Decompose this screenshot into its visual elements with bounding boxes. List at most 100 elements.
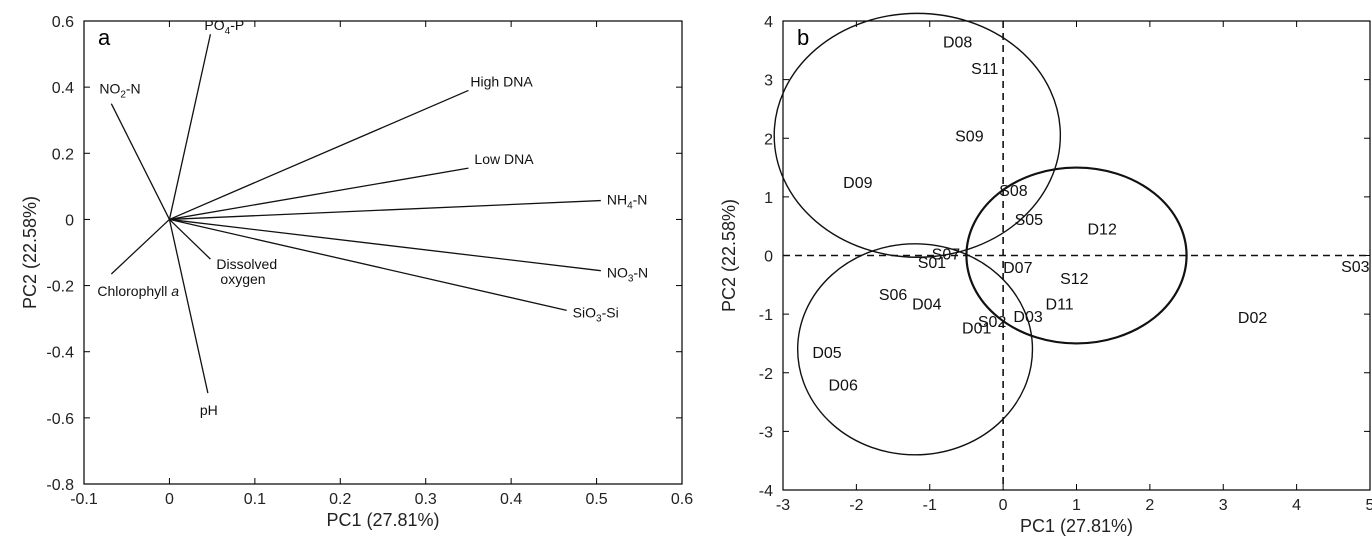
- vector-label: High DNA: [470, 73, 533, 89]
- vector-label-main: NO: [99, 81, 120, 97]
- vector-label-italic: a: [171, 283, 179, 299]
- loading-vector: [169, 167, 469, 221]
- vector-label: Low DNA: [474, 151, 534, 167]
- y-tick-label: -1: [759, 307, 773, 324]
- site-label: D12: [1088, 222, 1117, 239]
- y-tick-label: 0: [65, 212, 74, 229]
- vector-label-tail: -Si: [602, 304, 619, 320]
- vector-label: PO4-P: [204, 17, 244, 37]
- x-tick-label: -1: [923, 497, 937, 514]
- site-label: S02: [978, 314, 1007, 331]
- vector-label-tail: -N: [633, 192, 648, 208]
- site-label: S07: [932, 247, 961, 264]
- site-label: D06: [828, 377, 857, 394]
- loading-vector: [169, 218, 601, 272]
- x-tick-label: -2: [849, 497, 863, 514]
- plot-frame: [83, 20, 683, 485]
- site-label: D11: [1046, 297, 1074, 314]
- y-axis-label: PC2 (22.58%): [719, 199, 739, 312]
- y-tick-label: 1: [764, 190, 773, 207]
- x-tick-label: -0.1: [70, 491, 98, 508]
- vector-label-main: PO: [204, 17, 224, 33]
- y-tick-label: 2: [764, 131, 773, 148]
- x-tick-label: 2: [1145, 497, 1154, 514]
- y-tick-label: -0.8: [46, 477, 74, 494]
- y-tick-label: 0.2: [52, 146, 74, 163]
- x-tick-label: 3: [1219, 497, 1228, 514]
- x-tick-label: -3: [776, 497, 790, 514]
- loading-vector: [168, 34, 212, 220]
- vector-label: Chlorophyll a: [97, 283, 179, 299]
- x-tick-label: 5: [1366, 497, 1372, 514]
- loading-vector: [110, 218, 170, 275]
- vector-label-main: NO: [607, 265, 628, 281]
- x-tick-label: 1: [1072, 497, 1081, 514]
- group-ellipse: [796, 243, 1034, 456]
- y-tick-label: 0.4: [52, 80, 74, 97]
- x-tick-label: 0: [165, 491, 174, 508]
- vector-label-main: NH: [607, 192, 627, 208]
- vector-label: SiO3-Si: [573, 304, 619, 324]
- site-label: S01: [918, 255, 947, 272]
- site-label: D02: [1238, 310, 1267, 327]
- site-label: S11: [971, 61, 998, 78]
- y-tick-label: 0.6: [52, 14, 74, 31]
- vector-label-line2: oxygen: [220, 271, 265, 287]
- loading-vector: [168, 218, 211, 260]
- y-tick-label: -0.4: [46, 345, 74, 362]
- loading-vector: [110, 103, 171, 220]
- site-label: D03: [1013, 309, 1042, 326]
- y-tick-label: -0.6: [46, 411, 74, 428]
- y-tick-label: 0: [764, 249, 773, 266]
- site-label: S12: [1060, 271, 1089, 288]
- x-tick-label: 0.5: [585, 491, 607, 508]
- vector-label: NH4-N: [607, 192, 648, 212]
- panel-letter: a: [98, 25, 111, 50]
- x-tick-label: 0.4: [500, 491, 522, 508]
- vector-label-subscript: 3: [596, 313, 602, 324]
- group-ellipse: [773, 12, 1062, 258]
- x-tick-label: 0.3: [415, 491, 437, 508]
- loading-vector: [169, 89, 469, 221]
- vector-label-tail: -P: [230, 17, 244, 33]
- vector-label-subscript: 4: [627, 201, 633, 212]
- vector-label: Dissolved: [216, 256, 277, 272]
- y-tick-label: 4: [764, 14, 773, 31]
- site-label: S08: [999, 183, 1028, 200]
- site-label: S09: [955, 128, 984, 145]
- site-label: S05: [1015, 212, 1044, 229]
- vector-label-subscript: 2: [120, 90, 126, 101]
- panel-letter: b: [797, 25, 809, 50]
- vector-label: NO3-N: [607, 265, 648, 285]
- loading-vector: [168, 219, 209, 394]
- vector-label-subscript: 3: [628, 274, 634, 285]
- site-label: D04: [912, 297, 941, 314]
- loading-vector: [169, 218, 567, 312]
- vector-label-main: pH: [200, 402, 218, 418]
- vector-label-subscript: 4: [225, 26, 231, 37]
- vector-label-tail: -N: [126, 81, 141, 97]
- x-tick-label: 0.1: [244, 491, 266, 508]
- y-axis-label: PC2 (22.58%): [20, 196, 40, 309]
- x-tick-label: 0.2: [329, 491, 351, 508]
- y-tick-label: -0.2: [46, 279, 74, 296]
- site-label: D08: [943, 35, 972, 52]
- vector-label: pH: [200, 402, 218, 418]
- site-label: D09: [843, 175, 872, 192]
- y-tick-label: -2: [759, 366, 773, 383]
- vector-label-tail: -N: [633, 265, 648, 281]
- vector-label-main: Dissolved: [216, 256, 277, 272]
- loading-vector: [169, 199, 601, 221]
- x-tick-label: 0.6: [671, 491, 693, 508]
- site-label: S06: [879, 287, 908, 304]
- panel-a-biplot: -0.1 0 0.1 0.2 0.3 0.4 0.5 0.6 -0.8 -0.6 -0.4 -0.2 0…: [20, 14, 693, 530]
- y-tick-label: -3: [759, 424, 773, 441]
- site-label: D05: [812, 345, 841, 362]
- x-axis-label: PC1 (27.81%): [1020, 516, 1133, 536]
- y-tick-label: 3: [764, 73, 773, 90]
- site-label: D01: [962, 321, 991, 338]
- vector-label-main: Low DNA: [474, 151, 534, 167]
- site-label: S03: [1341, 259, 1370, 276]
